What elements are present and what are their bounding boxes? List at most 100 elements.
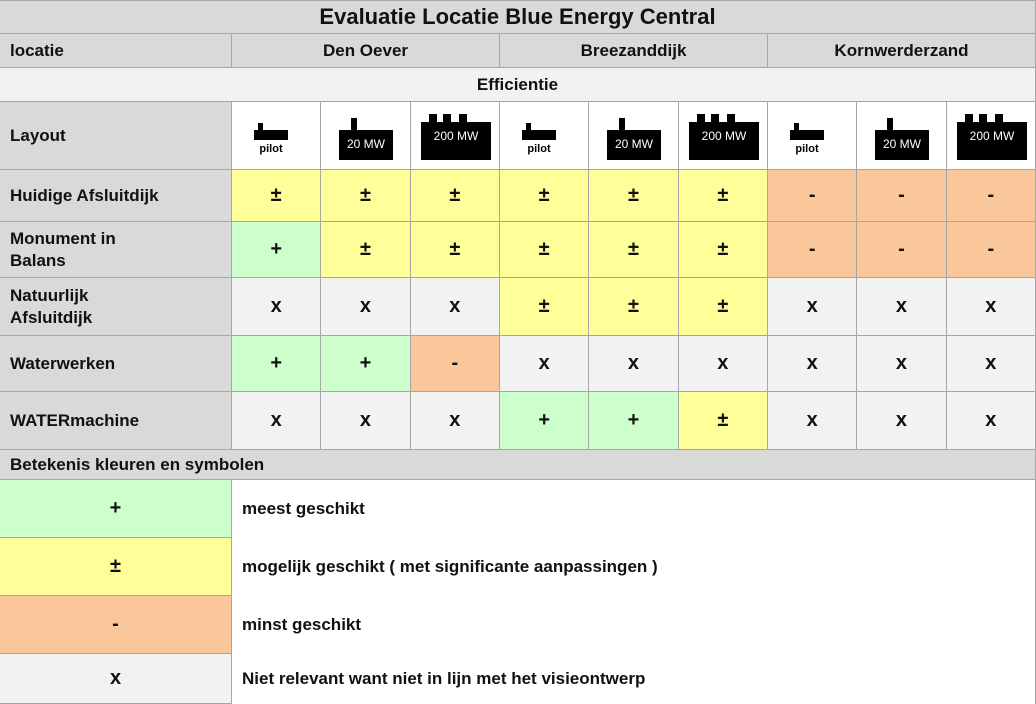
rating-cell: ± bbox=[500, 170, 590, 222]
rating-cell: x bbox=[946, 392, 1036, 450]
rating: x bbox=[449, 295, 461, 317]
icon-shape bbox=[420, 121, 491, 160]
rating: x bbox=[985, 409, 997, 431]
text: Kornwerderzand bbox=[834, 40, 969, 60]
rating: x bbox=[895, 295, 908, 317]
rating-cell: x bbox=[768, 392, 858, 450]
label-lines: Waterwerken bbox=[10, 353, 115, 375]
icon-label: pilot bbox=[260, 143, 284, 155]
rating-cell: x bbox=[768, 278, 858, 336]
label-lines: Monument in Balans bbox=[10, 228, 116, 272]
label-line: Huidige Afsluitdijk bbox=[10, 185, 159, 205]
rating-cell: - bbox=[768, 170, 858, 222]
rating: ± bbox=[628, 184, 639, 206]
factory-icon: pilot bbox=[790, 122, 825, 155]
rating-cell: ± bbox=[678, 278, 768, 336]
rating-cell: - bbox=[946, 170, 1036, 222]
rating-cell: + bbox=[232, 336, 322, 392]
rating: ± bbox=[538, 295, 550, 317]
legend-text: Niet relevant want niet in lijn met het … bbox=[232, 654, 1036, 704]
rating-cell: x bbox=[321, 278, 411, 336]
text: Niet relevant want niet in lijn met het … bbox=[242, 669, 646, 688]
icon-label: 200 MW bbox=[433, 129, 478, 143]
rating-cell: - bbox=[857, 170, 947, 222]
layout-icon: 200 MW bbox=[410, 102, 500, 170]
location-header: Kornwerderzand bbox=[768, 34, 1036, 68]
icon-shape bbox=[794, 122, 800, 131]
rating-cell: x bbox=[857, 392, 947, 450]
icon-label: 20 MW bbox=[883, 137, 922, 151]
rating-cell: - bbox=[410, 336, 500, 392]
icon-shape bbox=[696, 113, 705, 123]
icon-shape bbox=[790, 129, 825, 140]
text: ± bbox=[110, 555, 121, 577]
rating: - bbox=[808, 184, 816, 206]
text: + bbox=[109, 497, 122, 519]
rating: - bbox=[898, 238, 905, 260]
text: Breezanddijk bbox=[580, 40, 687, 60]
rating: x bbox=[449, 409, 461, 431]
rating-cell: x bbox=[857, 336, 947, 392]
rating: x bbox=[270, 295, 282, 317]
rating: ± bbox=[628, 295, 639, 317]
rating-cell: + bbox=[232, 222, 322, 278]
row-label: Waterwerken bbox=[0, 336, 232, 392]
rating: - bbox=[808, 238, 816, 260]
rating-cell: x bbox=[946, 278, 1036, 336]
icon-shape bbox=[258, 122, 264, 131]
label-line: Waterwerken bbox=[10, 353, 116, 373]
icon-shape bbox=[994, 113, 1003, 123]
label-line: Monument in bbox=[10, 228, 116, 248]
rating: x bbox=[985, 352, 997, 374]
rating: ± bbox=[449, 184, 461, 206]
rating-cell: + bbox=[321, 336, 411, 392]
factory-icon: 20 MW bbox=[339, 117, 394, 160]
rating: ± bbox=[360, 238, 371, 260]
rating: ± bbox=[628, 238, 639, 260]
text: x bbox=[109, 667, 122, 689]
location-header: Breezanddijk bbox=[500, 34, 768, 68]
legend-symbol: x bbox=[0, 654, 232, 704]
layout-icon: 20 MW bbox=[589, 102, 679, 170]
rating: ± bbox=[538, 184, 550, 206]
layout-icon: pilot bbox=[232, 102, 322, 170]
text: minst geschikt bbox=[242, 615, 362, 634]
icon-shape bbox=[875, 129, 930, 160]
rating: ± bbox=[538, 238, 550, 260]
rating: - bbox=[987, 238, 995, 260]
icon-label: pilot bbox=[796, 143, 820, 155]
label-line: WATERmachine bbox=[10, 410, 140, 430]
rating: + bbox=[359, 352, 372, 374]
rating: + bbox=[270, 238, 282, 260]
icon-shape bbox=[619, 117, 626, 131]
icon-shape bbox=[726, 113, 735, 123]
factory-icon: 200 MW bbox=[688, 113, 759, 160]
row-label: Layout bbox=[0, 102, 232, 170]
rating-cell: ± bbox=[232, 170, 322, 222]
rating-cell: ± bbox=[321, 170, 411, 222]
legend-symbol: - bbox=[0, 596, 232, 654]
header-label: locatie bbox=[0, 34, 232, 68]
text: Betekenis kleuren en symbolen bbox=[10, 454, 265, 474]
rating-cell: x bbox=[678, 336, 768, 392]
legend-symbol: ± bbox=[0, 538, 232, 596]
rating: ± bbox=[717, 184, 729, 206]
icon-label: pilot bbox=[528, 143, 552, 155]
rating: + bbox=[538, 409, 550, 431]
legend-title: Betekenis kleuren en symbolen bbox=[0, 450, 1036, 480]
rating-cell: ± bbox=[321, 222, 411, 278]
text: locatie bbox=[10, 40, 64, 60]
factory-icon: pilot bbox=[254, 122, 289, 155]
rating-cell: x bbox=[946, 336, 1036, 392]
icon-shape bbox=[607, 129, 662, 160]
factory-icon: pilot bbox=[522, 122, 557, 155]
rating: x bbox=[806, 295, 818, 317]
rating-cell: ± bbox=[589, 278, 679, 336]
factory-icon: 200 MW bbox=[956, 113, 1027, 160]
rating-cell: x bbox=[410, 278, 500, 336]
icon-shape bbox=[964, 113, 973, 123]
icon-shape bbox=[956, 121, 1027, 160]
legend-text: minst geschikt bbox=[232, 596, 1036, 654]
rating: x bbox=[717, 352, 729, 374]
